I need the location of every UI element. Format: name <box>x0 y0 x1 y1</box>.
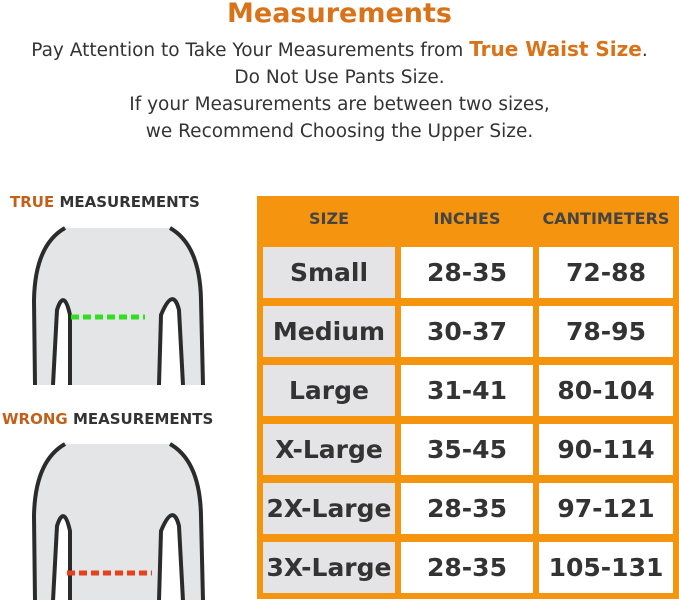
intro-line-3: If your Measurements are between two siz… <box>129 94 550 115</box>
header-inches: INCHES <box>433 209 501 228</box>
cell-inches: 35-45 <box>401 424 533 475</box>
cell-centimeters: 72-88 <box>539 247 673 298</box>
cell-centimeters: 90-114 <box>539 424 673 475</box>
intro-line-1: Pay Attention to Take Your Measurements … <box>0 36 679 64</box>
size-table: SIZE INCHES CANTIMETERS Small 28-35 72-88 M… <box>257 196 679 599</box>
cell-size: X-Large <box>263 424 395 475</box>
cell-centimeters: 97-121 <box>539 483 673 534</box>
cell-inches: 28-35 <box>401 542 533 593</box>
cell-inches: 28-35 <box>401 247 533 298</box>
intro-line-1-prefix: Pay Attention to Take Your Measurements … <box>31 40 470 61</box>
intro-line-1-suffix: . <box>641 40 648 61</box>
cell-size: 3X-Large <box>263 542 395 593</box>
true-measurements-label: TRUE MEASUREMENTS <box>10 193 200 211</box>
header-centimeters: CANTIMETERS <box>542 209 670 228</box>
cell-centimeters: 80-104 <box>539 365 673 416</box>
intro-line-2: Do Not Use Pants Size. <box>234 67 445 88</box>
cell-inches: 28-35 <box>401 483 533 534</box>
cell-size: Large <box>263 365 395 416</box>
wrong-label-accent: WRONG <box>2 410 68 428</box>
true-label-rest: MEASUREMENTS <box>54 193 200 211</box>
intro-text: Pay Attention to Take Your Measurements … <box>0 36 679 145</box>
page-title: Measurements <box>227 0 452 29</box>
cell-centimeters: 105-131 <box>539 542 673 593</box>
true-label-accent: TRUE <box>10 193 55 211</box>
body-figure-true <box>31 226 205 385</box>
wrong-label-rest: MEASUREMENTS <box>67 410 214 428</box>
cell-inches: 31-41 <box>401 365 533 416</box>
true-waist-highlight: True Waist Size <box>469 37 642 61</box>
cell-size: Medium <box>263 306 395 357</box>
cell-size: 2X-Large <box>263 483 395 534</box>
cell-centimeters: 78-95 <box>539 306 673 357</box>
cell-inches: 30-37 <box>401 306 533 357</box>
body-figure-wrong <box>31 442 205 600</box>
cell-size: Small <box>263 247 395 298</box>
wrong-measurements-label: WRONG MEASUREMENTS <box>2 410 213 428</box>
intro-line-4: we Recommend Choosing the Upper Size. <box>145 121 534 142</box>
header-size: SIZE <box>308 209 349 228</box>
